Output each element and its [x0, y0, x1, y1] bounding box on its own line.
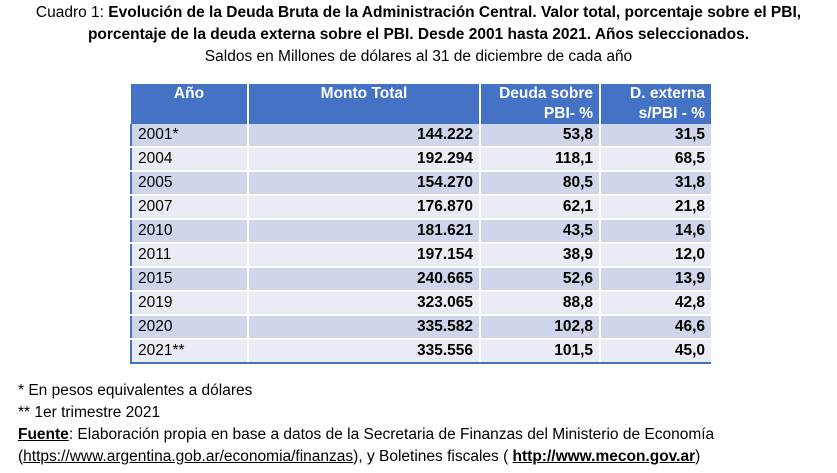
- header-row: Año Monto Total Deuda sobre PBI- % D. ext…: [131, 84, 711, 124]
- footnotes: * En pesos equivalentes a dólares ** 1er…: [18, 380, 714, 468]
- source-links-line: (https://www.argentina.gob.ar/economia/f…: [18, 446, 714, 468]
- source-label: Fuente: [18, 426, 69, 443]
- cell-ratio: 53,8: [480, 124, 601, 148]
- cell-ratio: 80,5: [480, 171, 601, 196]
- table-row: 2010 181.621 43,5 14,6: [130, 219, 711, 244]
- table-row: 2004 192.294 118,1 68,5: [130, 147, 711, 172]
- cell-external: 21,8: [600, 195, 711, 220]
- cell-ratio: 43,5: [480, 219, 601, 244]
- table-row: 2011 197.154 38,9 12,0: [130, 243, 711, 268]
- table-row: 2020 335.582 102,8 46,6: [130, 315, 711, 340]
- cell-total: 154.270: [248, 171, 481, 196]
- cell-total: 335.582: [248, 315, 481, 340]
- footnote-2: ** 1er trimestre 2021: [18, 404, 161, 421]
- cell-total: 144.222: [248, 124, 481, 148]
- cell-total: 240.665: [248, 267, 481, 292]
- header-year: Año: [131, 84, 249, 124]
- cell-year: 2010: [130, 219, 249, 244]
- cell-year: 2021**: [130, 339, 249, 364]
- table-row: 2005 154.270 80,5 31,8: [130, 171, 711, 196]
- table-caption: Cuadro 1: Evolución de la Deuda Bruta de…: [0, 2, 837, 46]
- cell-external: 46,6: [600, 315, 711, 340]
- source-line: Fuente: Elaboración propia en base a dat…: [18, 424, 714, 446]
- table-row: 2001* 144.222 53,8 31,5: [130, 124, 711, 148]
- caption-title: Evolución de la Deuda Bruta de la Admini…: [87, 4, 802, 43]
- cell-total: 181.621: [248, 219, 481, 244]
- cell-year: 2011: [130, 243, 249, 268]
- caption-label: Cuadro 1:: [35, 4, 109, 21]
- header-external-ratio: D. externa s/PBI - %: [600, 84, 711, 124]
- header-debt-ratio: Deuda sobre PBI- %: [480, 84, 601, 124]
- cell-year: 2004: [130, 147, 249, 172]
- source-text: : Elaboración propia en base a datos de …: [68, 426, 715, 443]
- mid-text: ), y Boletines fiscales (: [353, 448, 513, 465]
- cell-external: 13,9: [600, 267, 711, 292]
- cell-external: 31,5: [600, 124, 711, 148]
- footnote-1: * En pesos equivalentes a dólares: [18, 382, 253, 399]
- table-subtitle: Saldos en Millones de dólares al 31 de d…: [204, 48, 633, 65]
- header-total: Monto Total: [248, 84, 481, 124]
- cell-external: 45,0: [600, 339, 711, 364]
- debt-table: Año Monto Total Deuda sobre PBI- % D. ext…: [130, 84, 711, 364]
- cell-external: 31,8: [600, 171, 711, 196]
- cell-year: 2007: [130, 195, 249, 220]
- cell-year: 2015: [130, 267, 249, 292]
- cell-ratio: 88,8: [480, 291, 601, 316]
- cell-ratio: 101,5: [480, 339, 601, 364]
- table-row: 2021** 335.556 101,5 45,0: [130, 339, 711, 364]
- cell-total: 335.556: [248, 339, 481, 364]
- cell-total: 197.154: [248, 243, 481, 268]
- cell-external: 42,8: [600, 291, 711, 316]
- cell-total: 176.870: [248, 195, 481, 220]
- cell-ratio: 38,9: [480, 243, 601, 268]
- cell-ratio: 102,8: [480, 315, 601, 340]
- table-row: 2015 240.665 52,6 13,9: [130, 267, 711, 292]
- cell-year: 2019: [130, 291, 249, 316]
- finanzas-link[interactable]: https://www.argentina.gob.ar/economia/fi…: [23, 448, 354, 465]
- cell-external: 68,5: [600, 147, 711, 172]
- cell-year: 2020: [130, 315, 249, 340]
- cell-total: 323.065: [248, 291, 481, 316]
- cell-external: 14,6: [600, 219, 711, 244]
- cell-ratio: 62,1: [480, 195, 601, 220]
- cell-ratio: 118,1: [480, 147, 601, 172]
- cell-total: 192.294: [248, 147, 481, 172]
- cell-external: 12,0: [600, 243, 711, 268]
- table-row: 2019 323.065 88,8 42,8: [130, 291, 711, 316]
- open-paren: (: [18, 448, 24, 465]
- close-paren: ): [695, 448, 701, 465]
- cell-ratio: 52,6: [480, 267, 601, 292]
- cell-year: 2005: [130, 171, 249, 196]
- table-row: 2007 176.870 62,1 21,8: [130, 195, 711, 220]
- mecon-link[interactable]: http://www.mecon.gov.ar: [512, 448, 696, 465]
- cell-year: 2001*: [130, 124, 249, 148]
